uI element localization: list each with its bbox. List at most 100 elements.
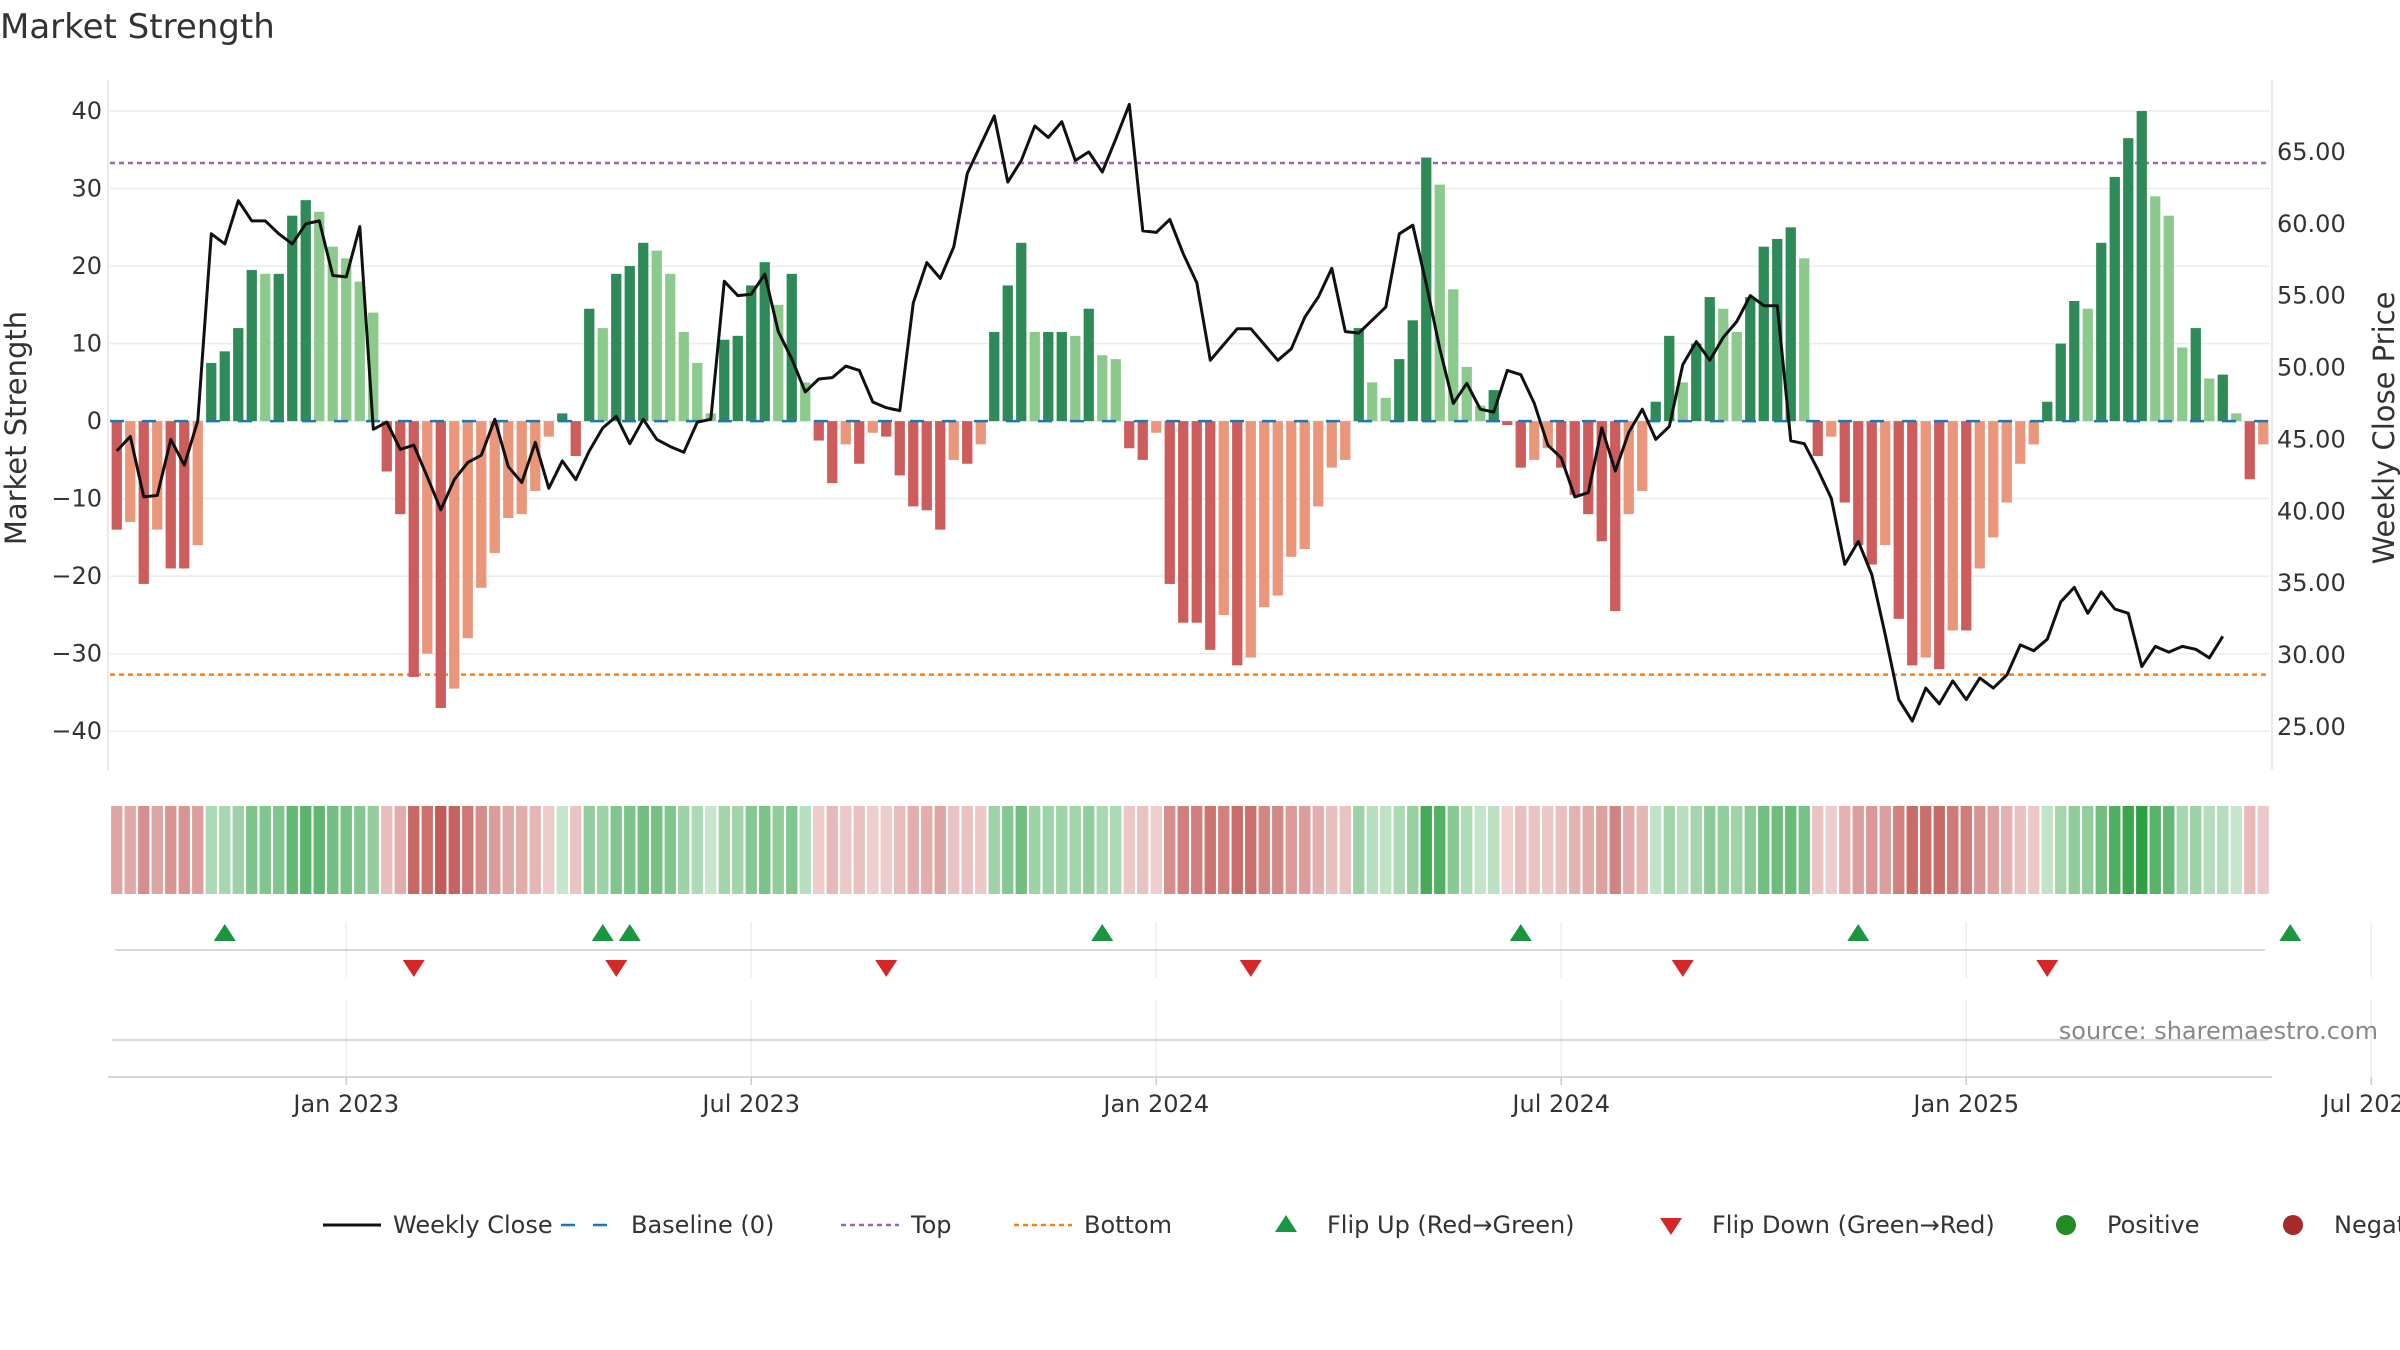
- heat-strip-cell: [664, 806, 676, 894]
- heat-strip-cell: [340, 806, 352, 894]
- heat-strip-cell: [1299, 806, 1311, 894]
- strength-bar: [2015, 421, 2026, 464]
- heat-strip-cell: [1042, 806, 1054, 894]
- heat-strip-cell: [1366, 806, 1378, 894]
- heat-strip-cell: [1758, 806, 1770, 894]
- flip-up-marker: [213, 924, 236, 941]
- y-axis-left-label: Market Strength: [0, 311, 33, 545]
- legend-symbol-flip-up: [1275, 1215, 1297, 1232]
- strength-bar: [1623, 421, 1634, 515]
- close-line-group: [115, 102, 2225, 723]
- heat-strip-cell: [961, 806, 973, 894]
- strength-bar: [611, 273, 622, 422]
- strength-bar: [2055, 343, 2066, 422]
- strength-bar: [1529, 421, 1540, 460]
- strength-bar: [327, 246, 338, 422]
- y-right-tick-label: 25.00: [2277, 713, 2346, 741]
- strength-bar: [1718, 308, 1729, 422]
- heat-strip-cell: [2001, 806, 2013, 894]
- strength-bar: [1367, 382, 1378, 422]
- strength-bar: [2244, 421, 2255, 480]
- strength-bar: [557, 413, 568, 422]
- strength-bar: [989, 331, 1000, 422]
- strength-bar: [422, 421, 433, 654]
- strength-bar: [435, 421, 446, 708]
- strength-bar: [1515, 421, 1526, 468]
- heat-strip-cell: [1555, 806, 1567, 894]
- strength-bar: [1799, 258, 1810, 422]
- reference-lines: [110, 161, 2270, 676]
- strength-bar: [408, 421, 419, 677]
- heat-strip-cell: [2095, 806, 2107, 894]
- flip-down-marker: [2036, 960, 2059, 977]
- strength-bar: [1461, 366, 1472, 422]
- strength-bar: [192, 421, 203, 546]
- heat-strip-cell: [2176, 806, 2188, 894]
- heat-strip-cell: [691, 806, 703, 894]
- strength-bar: [2177, 347, 2188, 422]
- strength-bar: [543, 421, 554, 437]
- strength-bar: [206, 362, 217, 422]
- heat-strip-cell: [651, 806, 663, 894]
- chart-title: Market Strength: [0, 7, 275, 47]
- strength-bar: [1826, 421, 1837, 437]
- heat-strip-cell: [637, 806, 649, 894]
- strength-bar: [273, 273, 284, 422]
- strength-bar: [2082, 308, 2093, 422]
- strength-bar: [530, 421, 541, 491]
- strength-bar: [2096, 242, 2107, 422]
- heat-strip-cell: [1353, 806, 1365, 894]
- strength-bar: [111, 421, 122, 530]
- heat-strip-cell: [124, 806, 136, 894]
- heat-strip-cell: [1177, 806, 1189, 894]
- heat-strip-cell: [1150, 806, 1162, 894]
- strength-bar: [165, 421, 176, 569]
- heat-strip-cell: [1474, 806, 1486, 894]
- strength-bar: [1772, 238, 1783, 422]
- heat-strip-cell: [1785, 806, 1797, 894]
- heat-strip-cell: [2028, 806, 2040, 894]
- heat-strip-cell: [2190, 806, 2202, 894]
- source-credit: source: sharemaestro.com: [2059, 1017, 2378, 1045]
- heat-strip-cell: [475, 806, 487, 894]
- strength-bar: [2163, 215, 2174, 422]
- heat-strip-cell: [1191, 806, 1203, 894]
- heat-strip-cell: [1231, 806, 1243, 894]
- heat-strip-cell: [1731, 806, 1743, 894]
- heat-strip-cell: [1974, 806, 1986, 894]
- strength-bar: [314, 211, 325, 422]
- y-left-tick-label: −40: [51, 717, 102, 745]
- strength-bar: [948, 421, 959, 460]
- heat-strip-cell: [1906, 806, 1918, 894]
- heat-strip-cell: [246, 806, 258, 894]
- y-right-tick-label: 40.00: [2277, 497, 2346, 525]
- heat-strip-cell: [2257, 806, 2269, 894]
- legend-symbol-positive: [2056, 1215, 2076, 1235]
- flip-markers: [115, 924, 2302, 977]
- strength-bar: [516, 421, 527, 515]
- strength-bar: [1056, 331, 1067, 422]
- heat-strip-cell: [894, 806, 906, 894]
- flip-up-marker: [591, 924, 614, 941]
- y-left-tick-label: −30: [51, 640, 102, 668]
- flip-up-marker: [1091, 924, 1114, 941]
- strength-bar: [152, 421, 163, 530]
- heat-strip-cell: [583, 806, 595, 894]
- heat-strip-cell: [192, 806, 204, 894]
- heat-strip-cell: [2122, 806, 2134, 894]
- strength-bar: [1110, 359, 1121, 422]
- heat-strip-cell: [1947, 806, 1959, 894]
- heat-strip-cell: [2149, 806, 2161, 894]
- strength-bar: [665, 273, 676, 422]
- strength-heat-strip: [111, 806, 2269, 894]
- heat-strip-cell: [1218, 806, 1230, 894]
- strength-bar: [341, 258, 352, 422]
- heat-strip-cell: [2203, 806, 2215, 894]
- heat-strip-cell: [1380, 806, 1392, 894]
- strength-bar: [1272, 421, 1283, 596]
- weekly-close-line: [115, 102, 2225, 723]
- heat-strip-cell: [1407, 806, 1419, 894]
- heat-strip-cell: [1204, 806, 1216, 894]
- heat-strip-cell: [826, 806, 838, 894]
